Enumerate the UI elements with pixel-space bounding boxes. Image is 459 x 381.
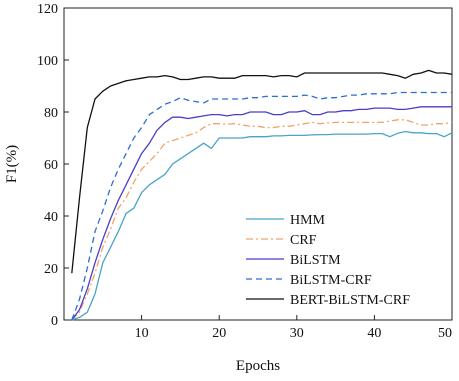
series-lines	[71, 69, 453, 321]
y-tick-label: 120	[37, 2, 58, 17]
y-axis-title: F1(%)	[4, 145, 20, 183]
legend-label: BERT-BiLSTM-CRF	[290, 293, 410, 308]
x-tick-label: 50	[438, 326, 452, 341]
x-axis-title: Epochs	[236, 358, 280, 374]
legend-label: HMM	[290, 213, 326, 228]
y-tick-label: 80	[44, 106, 58, 121]
y-axis: 0 20 40 60 80 100 120	[37, 2, 69, 329]
plot-area	[63, 7, 453, 321]
series-line-bilstm-crf	[71, 91, 452, 321]
x-tick-label: 40	[367, 326, 381, 341]
x-tick-label: 20	[212, 326, 226, 341]
legend-label: BiLSTM	[290, 253, 341, 268]
legend-label: CRF	[290, 233, 317, 248]
series-line-crf	[71, 119, 453, 321]
series-line-bert-bilstm-crf	[71, 69, 453, 274]
y-tick-label: 40	[44, 210, 58, 225]
series-line-bilstm	[71, 106, 452, 321]
x-tick-label: 10	[135, 326, 149, 341]
y-tick-label: 0	[51, 314, 58, 329]
series-line-hmm	[71, 130, 453, 321]
y-tick-label: 100	[37, 54, 58, 69]
y-tick-label: 20	[44, 262, 58, 277]
y-tick-label: 60	[44, 158, 58, 173]
x-tick-label: 30	[290, 326, 304, 341]
legend-label: BiLSTM-CRF	[290, 273, 372, 288]
x-axis: 10 20 30 40 50	[135, 315, 453, 341]
legend: HMM CRF BiLSTM BiLSTM-CRF BERT-BiLSTM-CRF	[246, 213, 410, 308]
